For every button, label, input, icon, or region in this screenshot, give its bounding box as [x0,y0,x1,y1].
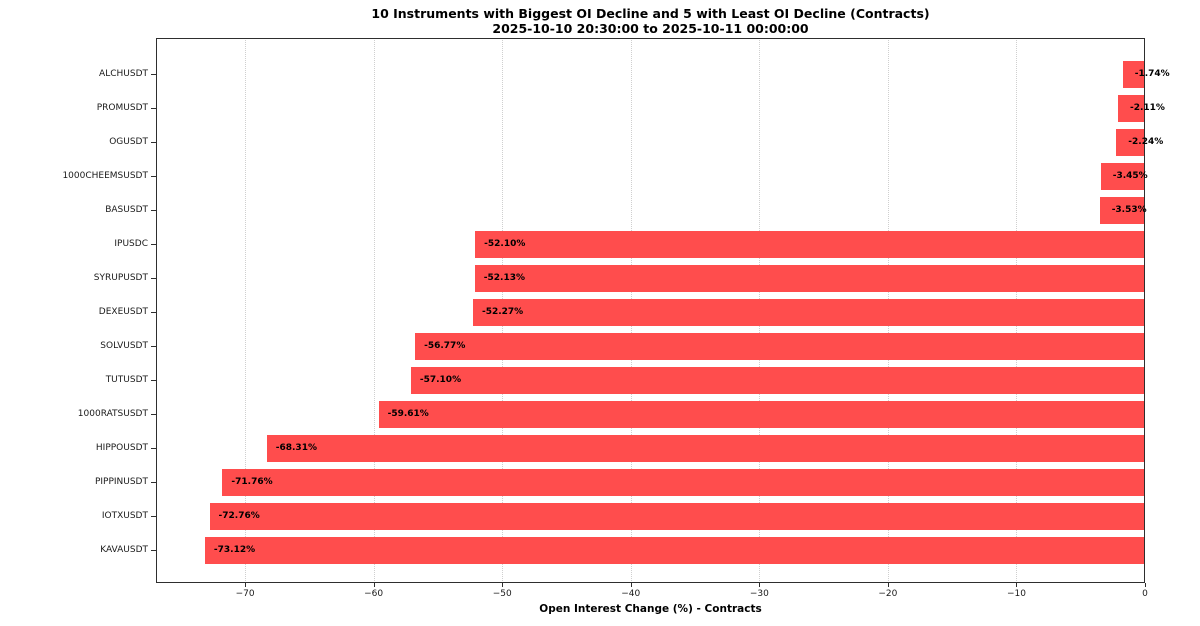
bar-1000cheemsusdt [1100,162,1145,190]
chart-title-line2: 2025-10-10 20:30:00 to 2025-10-11 00:00:… [492,21,809,36]
bar-basusdt [1099,196,1145,224]
y-tick-mark [151,448,156,449]
bar-value-label: -71.76% [231,477,273,487]
y-tick-mark [151,414,156,415]
y-tick-mark [151,142,156,143]
bar-value-label: -68.31% [275,443,317,453]
y-tick-label: PIPPINUSDT [94,477,148,487]
bar-value-label: -52.13% [483,273,525,283]
y-tick-label: IPUSDC [114,239,148,249]
x-axis-label: Open Interest Change (%) - Contracts [539,603,762,615]
gridline [245,38,247,583]
y-tick-label: KAVAUSDT [100,545,148,555]
chart-title-line1: 10 Instruments with Biggest OI Decline a… [371,6,930,21]
y-tick-mark [151,210,156,211]
bar-value-label: -3.53% [1111,205,1147,215]
bar-tutusdt [410,366,1145,394]
bar-value-label: -52.27% [481,307,524,317]
chart-title: 10 Instruments with Biggest OI Decline a… [156,6,1145,36]
bar-value-label: -72.76% [218,511,260,521]
bar-value-label: -56.77% [424,341,466,351]
x-tick-mark [887,583,889,587]
x-tick-label: −40 [621,589,641,599]
y-tick-mark [151,108,156,109]
bar-pippinusdt [222,468,1145,496]
y-tick-label: 1000RATSUSDT [77,409,148,419]
bar-ogusdt [1116,128,1145,156]
bar-value-label: -73.12% [213,545,256,555]
y-tick-mark [151,346,156,347]
x-tick-mark [373,583,375,587]
y-tick-label: OGUSDT [109,137,148,147]
bar-value-label: -2.24% [1128,137,1164,147]
y-tick-mark [151,278,156,279]
y-tick-label: ALCHUSDT [99,69,148,79]
bar-value-label: -52.10% [484,239,526,249]
y-tick-label: SOLVUSDT [100,341,148,351]
y-tick-label: IOTXUSDT [101,511,148,521]
bar-iotxusdt [209,502,1145,530]
y-tick-label: 1000CHEEMSUSDT [62,171,148,181]
x-tick-label: −60 [364,589,384,599]
x-tick-mark [630,583,632,587]
y-tick-label: HIPPOUSDT [95,443,148,453]
y-tick-mark [151,74,156,75]
bar-solvusdt [415,332,1145,360]
x-tick-mark [502,583,504,587]
y-tick-mark [151,550,156,551]
x-tick-label: −50 [492,589,512,599]
x-tick-mark [1145,583,1146,587]
x-tick-label: −70 [235,589,255,599]
bar-1000ratsusdt [378,400,1145,428]
y-tick-mark [151,380,156,381]
x-tick-label: −10 [1006,589,1026,599]
bar-hippousdt [266,434,1145,462]
bar-promusdt [1117,94,1145,122]
x-tick-mark [245,583,247,587]
y-tick-mark [151,482,156,483]
x-tick-label: 0 [1142,589,1148,599]
y-tick-label: PROMUSDT [96,103,148,113]
bar-value-label: -59.61% [387,409,429,419]
plot-area: -1.74% -2.11% -2.24% -3.45% -3.53% -52.10% -52… [156,38,1170,583]
y-tick-label: BASUSDT [105,205,148,215]
y-tick-mark [151,516,156,517]
bar-value-label: -1.74% [1134,69,1170,79]
bar-syrupusdt [474,264,1145,292]
gridline [373,38,375,583]
bar-value-label: -2.11% [1129,103,1165,113]
bar-value-label: -3.45% [1112,171,1148,181]
x-tick-mark [759,583,761,587]
bar-alchusdt [1122,60,1145,88]
y-tick-mark [151,312,156,313]
bar-kavausdt [204,536,1145,564]
y-tick-mark [151,176,156,177]
x-tick-mark [1016,583,1018,587]
y-tick-mark [151,244,156,245]
bar-value-label: -57.10% [419,375,462,385]
x-tick-label: −30 [749,589,769,599]
y-tick-label: SYRUPUSDT [93,273,148,283]
y-tick-label: TUTUSDT [105,375,148,385]
y-tick-label: DEXEUSDT [98,307,148,317]
bar-ipusdc [475,230,1145,258]
x-tick-label: −20 [878,589,898,599]
bar-dexeusdt [473,298,1145,326]
